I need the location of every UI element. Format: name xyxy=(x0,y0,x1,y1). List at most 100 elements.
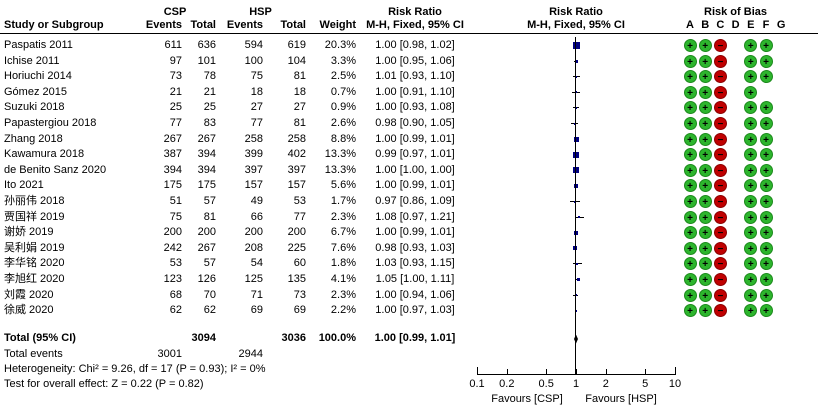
rob-low-risk-dot: + xyxy=(683,54,697,68)
hsp-total-cell: 104 xyxy=(287,54,306,67)
group-header-hsp: HSP xyxy=(249,6,272,18)
rob-high-risk-dot: − xyxy=(713,304,727,318)
hsp-total-cell: 397 xyxy=(287,163,306,176)
rr-ci-cell: 1.01 [0.93, 1.10] xyxy=(375,70,455,83)
effect-marker xyxy=(576,278,580,281)
rr-ci-cell: 1.00 [0.99, 1.01] xyxy=(375,179,455,192)
effect-marker xyxy=(573,136,579,142)
csp-total-cell: 267 xyxy=(197,132,216,145)
csp-events-cell: 611 xyxy=(164,39,182,51)
csp-total-cell: 62 xyxy=(203,304,216,317)
axis-tick xyxy=(645,369,647,375)
rob-low-risk-dot: + xyxy=(759,210,773,224)
axis-tick xyxy=(506,369,508,375)
rob-low-risk-dot: + xyxy=(698,195,712,208)
hsp-total-cell: 18 xyxy=(293,85,306,98)
axis-tick xyxy=(675,367,676,375)
hsp-total-cell: 200 xyxy=(287,226,306,239)
rob-low-risk-dot: + xyxy=(744,210,758,224)
study-name: 徐威 2020 xyxy=(4,304,54,317)
hsp-total-cell: 402 xyxy=(287,148,306,161)
axis-tick-label: 0.5 xyxy=(538,378,554,390)
weight-cell: 20.3% xyxy=(324,39,356,51)
rob-low-risk-dot: + xyxy=(759,132,773,146)
weight-cell: 1.7% xyxy=(330,195,356,207)
csp-total-cell: 83 xyxy=(203,117,216,129)
hsp-total-cell: 619 xyxy=(287,39,306,51)
total-label: Total (95% CI) xyxy=(4,332,76,344)
csp-total-cell: 21 xyxy=(203,85,216,98)
rob-low-risk-dot: + xyxy=(744,288,758,302)
rob-low-risk-dot: + xyxy=(698,132,712,146)
rob-low-risk-dot: + xyxy=(759,304,773,318)
total-csp-total: 3094 xyxy=(191,332,216,344)
study-name: Kawamura 2018 xyxy=(4,148,85,161)
rob-low-risk-dot: + xyxy=(744,273,758,286)
rob-high-risk-dot: − xyxy=(713,257,727,271)
csp-events-cell: 77 xyxy=(169,117,182,129)
study-name: Ito 2021 xyxy=(4,179,44,192)
rob-low-risk-dot: + xyxy=(698,117,712,130)
csp-events-cell: 242 xyxy=(163,241,182,254)
study-name: 李华铭 2020 xyxy=(4,257,65,270)
hsp-total-cell: 27 xyxy=(293,101,306,114)
rob-low-risk-dot: + xyxy=(683,163,697,177)
no-effect-line xyxy=(575,37,576,374)
rob-low-risk-dot: + xyxy=(683,257,697,271)
rob-low-risk-dot: + xyxy=(744,101,758,115)
rob-low-risk-dot: + xyxy=(744,117,758,130)
rob-high-risk-dot: − xyxy=(713,179,727,193)
rr-ci-cell: 1.00 [0.97, 1.03] xyxy=(375,304,455,317)
rob-low-risk-dot: + xyxy=(744,54,758,68)
effect-marker xyxy=(573,167,579,174)
csp-total-header: Total xyxy=(190,19,216,31)
rob-low-risk-dot: + xyxy=(683,195,697,208)
rob-low-risk-dot: + xyxy=(759,288,773,302)
hsp-events-cell: 69 xyxy=(250,304,263,317)
hsp-events-cell: 54 xyxy=(250,257,263,270)
rr-ci-cell: 1.00 [0.99, 1.01] xyxy=(375,226,455,239)
csp-total-cell: 70 xyxy=(203,288,216,301)
rob-low-risk-dot: + xyxy=(744,304,758,318)
rr-ci-cell: 1.00 [0.93, 1.08] xyxy=(375,101,455,114)
rob-low-risk-dot: + xyxy=(698,304,712,318)
csp-events-cell: 21 xyxy=(169,85,182,98)
rob-low-risk-dot: + xyxy=(698,54,712,68)
axis-tick-label: 2 xyxy=(602,378,609,390)
total-events-label: Total events xyxy=(4,348,63,360)
hsp-events-cell: 399 xyxy=(244,148,263,161)
rob-low-risk-dot: + xyxy=(759,163,773,177)
hsp-events-cell: 208 xyxy=(244,241,263,254)
hsp-events-header: Events xyxy=(226,19,263,31)
hsp-total-cell: 77 xyxy=(293,210,306,223)
effect-marker xyxy=(572,42,580,49)
hsp-total-cell: 81 xyxy=(293,70,306,83)
effect-marker xyxy=(575,309,577,312)
rob-low-risk-dot: + xyxy=(759,70,773,84)
csp-total-cell: 200 xyxy=(197,226,216,239)
favours-left-label: Favours [CSP] xyxy=(491,393,563,405)
method-text-header: M-H, Fixed, 95% CI xyxy=(366,19,464,31)
rob-high-risk-dot: − xyxy=(713,70,727,84)
rob-low-risk-dot: + xyxy=(683,179,697,193)
csp-events-cell: 51 xyxy=(169,195,182,207)
risk-ratio-text-header: Risk Ratio xyxy=(388,6,442,18)
weight-cell: 3.3% xyxy=(330,54,356,67)
effect-marker xyxy=(574,230,578,235)
hsp-events-cell: 75 xyxy=(250,70,263,83)
hsp-events-cell: 77 xyxy=(250,117,263,129)
hsp-events-cell: 71 xyxy=(250,288,263,301)
rob-low-risk-dot: + xyxy=(759,101,773,115)
axis-tick-label: 1 xyxy=(572,378,580,390)
axis-tick xyxy=(546,369,548,375)
weight-cell: 0.9% xyxy=(330,101,356,114)
hsp-total-cell: 225 xyxy=(287,241,306,254)
rob-high-risk-dot: − xyxy=(713,241,727,255)
rob-low-risk-dot: + xyxy=(683,288,697,302)
rr-ci-cell: 1.05 [1.00, 1.11] xyxy=(375,273,455,285)
study-name: 刘霞 2020 xyxy=(4,288,54,301)
weight-cell: 2.6% xyxy=(330,117,356,129)
axis-tick xyxy=(477,367,478,375)
csp-events-cell: 123 xyxy=(163,273,182,285)
effect-marker xyxy=(573,200,576,203)
